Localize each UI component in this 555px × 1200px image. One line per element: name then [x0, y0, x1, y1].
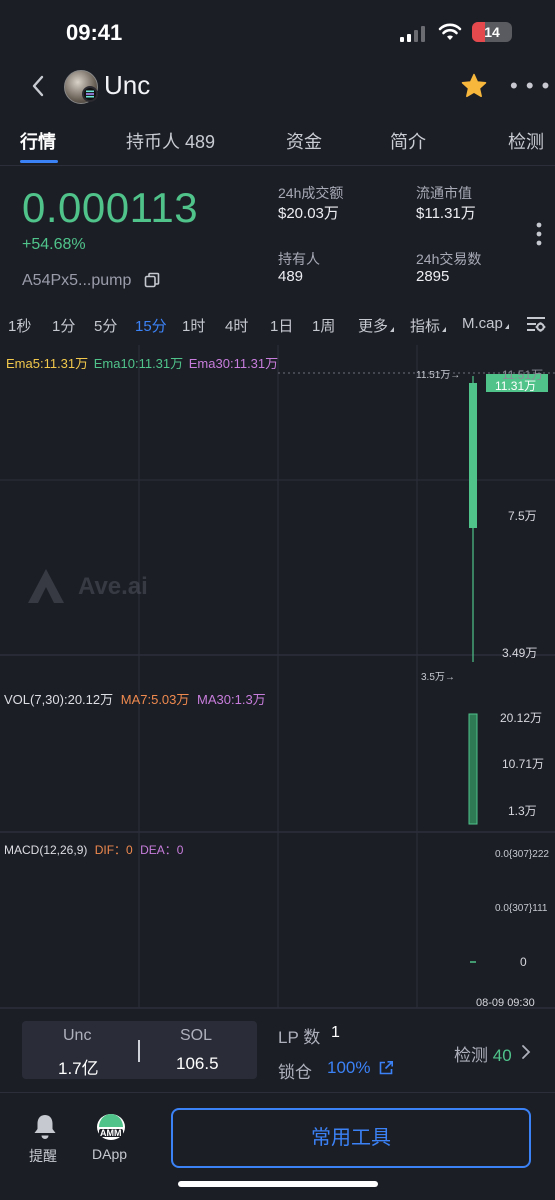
tab-detect[interactable]: 检测 — [508, 132, 544, 152]
home-indicator — [178, 1181, 378, 1187]
external-link-icon[interactable] — [378, 1060, 394, 1076]
tab-funds[interactable]: 资金 — [286, 132, 322, 152]
chart-settings-icon[interactable] — [526, 314, 546, 334]
stat-value-marketcap: $11.31万 — [416, 205, 476, 222]
dapp-badge: AMM — [100, 1128, 122, 1138]
timeframe-5m[interactable]: 5分 — [94, 318, 118, 335]
macd-dea-label: DEA：0 — [140, 843, 184, 857]
common-tools-button[interactable]: 常用工具 — [171, 1108, 531, 1168]
svg-text:Ave.ai: Ave.ai — [78, 573, 148, 600]
price-axis-low: 3.49万 — [502, 646, 538, 660]
token-name: Unc — [63, 1027, 92, 1044]
vol-ma30-label: MA30:1.3万 — [197, 692, 266, 707]
current-price-label: 11.31万 — [495, 379, 537, 393]
favorite-star-icon[interactable] — [460, 72, 488, 100]
price-chart[interactable] — [0, 345, 555, 1015]
battery-level: 14 — [484, 24, 500, 40]
macd-axis-zero: 0 — [520, 955, 527, 969]
stat-label-volume: 24h成交额 — [278, 185, 344, 201]
ema30-label: Ema30:11.31万 — [188, 356, 279, 371]
stat-label-txcount: 24h交易数 — [416, 251, 482, 267]
macd-label: MACD(12,26,9) — [4, 843, 88, 857]
caret-icon — [390, 327, 395, 332]
lp-count-value: 1 — [331, 1024, 340, 1041]
caret-icon — [504, 324, 509, 329]
stats-more-icon[interactable] — [536, 222, 542, 246]
timeframe-1h[interactable]: 1时 — [182, 318, 206, 335]
lock-label: 锁仓 — [278, 1063, 312, 1082]
price-axis-top: 11.51万 — [502, 368, 544, 382]
back-icon[interactable] — [28, 72, 48, 100]
chevron-right-icon[interactable] — [520, 1044, 532, 1060]
timeframe-1d[interactable]: 1日 — [270, 318, 294, 335]
timeframe-15m[interactable]: 15分 — [135, 318, 167, 335]
ave-ai-logo: Ave.ai — [28, 569, 148, 603]
stat-label-marketcap: 流通市值 — [416, 185, 472, 201]
vol-axis-low: 1.3万 — [508, 804, 537, 818]
current-price: 0.000113 — [22, 184, 199, 231]
divider — [0, 165, 555, 166]
detect-label: 检测 — [454, 1046, 488, 1065]
macd-dif-label: DIF：0 — [94, 843, 133, 857]
bell-icon[interactable] — [30, 1112, 60, 1142]
current-price-tag — [486, 374, 548, 392]
timeframe-more-label: 更多 — [358, 318, 389, 335]
token-title: Unc — [104, 70, 151, 100]
price-change: +54.68% — [22, 236, 86, 253]
volume-label: VOL(7,30):20.12万 — [4, 692, 114, 707]
divider — [138, 1040, 140, 1062]
lock-value[interactable]: 100% — [327, 1058, 371, 1077]
timeframe-1w[interactable]: 1周 — [312, 318, 336, 335]
chart-date: 08-09 09:30 — [476, 997, 535, 1009]
dapp-label[interactable]: DApp — [92, 1146, 128, 1162]
timeframe-more-dropdown[interactable]: 更多 — [358, 315, 395, 336]
divider — [0, 1092, 555, 1093]
low-marker: 3.5万→ — [421, 672, 455, 683]
volume-bar — [468, 713, 478, 825]
tab-market[interactable]: 行情 — [20, 132, 56, 152]
mcap-label: M.cap — [462, 315, 503, 332]
more-options-icon[interactable]: • • • — [510, 73, 551, 98]
indicator-label: 指标 — [410, 318, 441, 335]
stat-value-txcount: 2895 — [416, 268, 450, 285]
mcap-dropdown[interactable]: M.cap — [462, 315, 509, 332]
tab-intro[interactable]: 简介 — [390, 132, 426, 152]
active-tab-indicator — [20, 160, 58, 163]
timeframe-4h[interactable]: 4时 — [225, 318, 249, 335]
macd-axis-top: 0.0{307}222 — [495, 849, 549, 860]
candle-body — [469, 383, 477, 528]
copy-icon[interactable] — [144, 272, 160, 288]
price-axis-mid: 7.5万 — [508, 509, 537, 523]
tab-holders[interactable]: 持币人 489 — [126, 132, 216, 152]
vol-ma7-label: MA7:5.03万 — [120, 692, 190, 707]
base-name: SOL — [180, 1027, 213, 1044]
ema5-label: Ema5:11.31万 — [6, 356, 89, 371]
status-time: 09:41 — [66, 20, 123, 45]
cellular-signal-icon — [400, 26, 425, 42]
detect-score: 40 — [492, 1046, 512, 1065]
battery-icon: 14 — [472, 22, 512, 42]
alert-label[interactable]: 提醒 — [29, 1148, 57, 1164]
dapp-icon[interactable] — [96, 1112, 126, 1142]
stat-label-holders: 持有人 — [278, 251, 320, 267]
stat-value-holders: 489 — [278, 268, 304, 285]
wifi-icon — [438, 23, 462, 40]
timeframe-1m[interactable]: 1分 — [52, 318, 76, 335]
contract-address[interactable]: A54Px5...pump — [22, 272, 132, 289]
high-marker: 11.51万→ — [416, 370, 461, 381]
caret-icon — [442, 327, 447, 332]
indicator-dropdown[interactable]: 指标 — [410, 315, 447, 336]
lp-count-label: LP 数 — [278, 1028, 321, 1047]
timeframe-1s[interactable]: 1秒 — [8, 318, 32, 335]
ema10-label: Ema10:11.31万 — [93, 356, 184, 371]
solana-chain-icon — [82, 86, 98, 102]
stat-value-volume: $20.03万 — [278, 205, 339, 222]
detect-score-link[interactable]: 检测 40 — [454, 1041, 512, 1066]
vol-axis-mid: 10.71万 — [502, 757, 545, 771]
chart-gridlines — [0, 345, 555, 1009]
vol-axis-top: 20.12万 — [500, 711, 543, 725]
base-amount: 106.5 — [176, 1054, 219, 1073]
token-amount: 1.7亿 — [58, 1059, 99, 1078]
macd-axis-mid: 0.0{307}111 — [495, 903, 548, 914]
